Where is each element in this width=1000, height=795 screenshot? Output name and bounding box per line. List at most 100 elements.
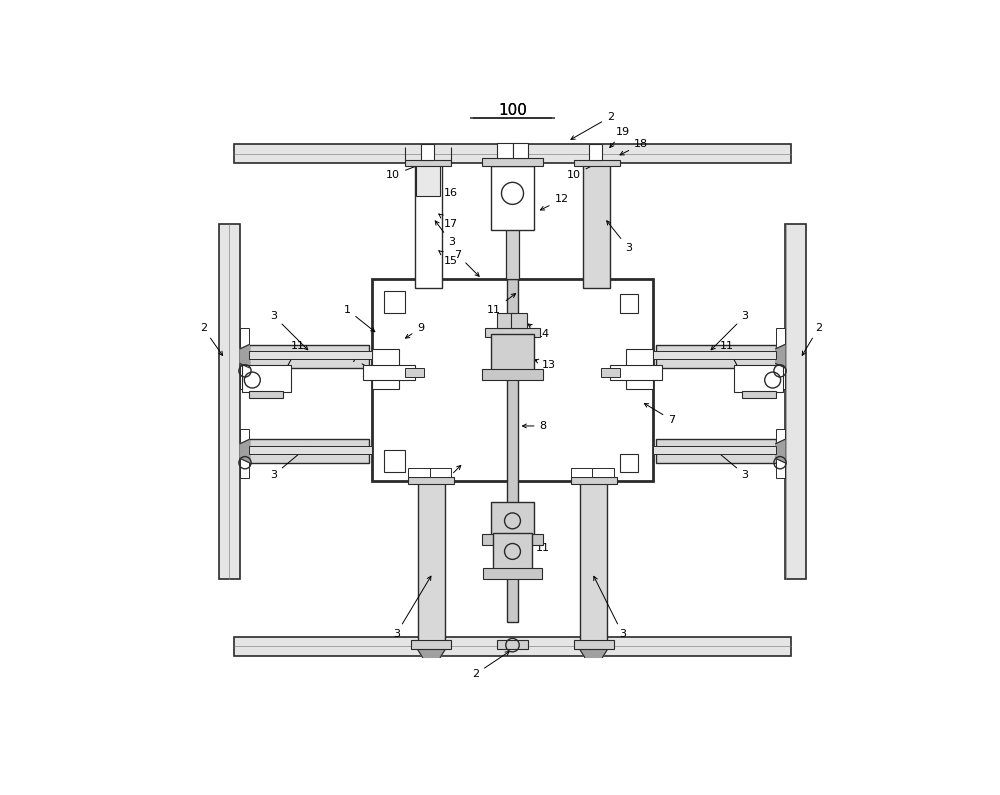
- Bar: [418, 478, 445, 650]
- Bar: [574, 640, 614, 650]
- Bar: [580, 478, 607, 650]
- Bar: [249, 344, 369, 368]
- Bar: [601, 368, 620, 377]
- Text: 1: 1: [344, 304, 375, 332]
- Bar: [240, 429, 249, 478]
- Bar: [482, 534, 543, 545]
- Text: 3: 3: [270, 447, 308, 480]
- Bar: [491, 334, 534, 370]
- Text: 7: 7: [350, 354, 381, 375]
- Bar: [511, 312, 527, 328]
- Bar: [219, 224, 240, 579]
- Bar: [405, 368, 424, 377]
- Bar: [411, 640, 451, 650]
- Bar: [574, 160, 620, 166]
- Text: 10: 10: [386, 161, 429, 180]
- Bar: [482, 369, 543, 380]
- Bar: [249, 351, 372, 359]
- Bar: [610, 365, 662, 380]
- Bar: [656, 344, 776, 368]
- Bar: [493, 533, 532, 570]
- Bar: [589, 145, 602, 160]
- Text: 2: 2: [472, 652, 509, 679]
- Bar: [491, 502, 534, 536]
- Bar: [240, 328, 249, 390]
- Polygon shape: [580, 650, 607, 657]
- Bar: [415, 163, 442, 289]
- Bar: [372, 350, 399, 390]
- Bar: [785, 224, 806, 579]
- Bar: [620, 453, 638, 472]
- Bar: [482, 158, 543, 166]
- Text: 3: 3: [270, 311, 308, 350]
- Bar: [497, 143, 513, 158]
- Text: 3: 3: [435, 221, 455, 247]
- Bar: [249, 391, 283, 398]
- Bar: [372, 279, 653, 481]
- Text: 17: 17: [439, 214, 458, 229]
- Text: 11: 11: [487, 293, 516, 315]
- Bar: [592, 467, 614, 477]
- Bar: [583, 163, 610, 289]
- Polygon shape: [240, 344, 249, 368]
- Polygon shape: [776, 344, 785, 368]
- Text: 7: 7: [442, 465, 461, 486]
- Bar: [653, 446, 776, 453]
- Text: 3: 3: [393, 576, 431, 639]
- Bar: [506, 160, 519, 279]
- Bar: [497, 312, 513, 328]
- Bar: [483, 568, 542, 579]
- Bar: [571, 477, 617, 484]
- Text: 3: 3: [607, 221, 632, 254]
- Bar: [653, 351, 776, 359]
- Bar: [512, 143, 528, 158]
- Text: 10: 10: [567, 161, 601, 180]
- Text: 2: 2: [200, 323, 223, 355]
- Bar: [620, 294, 638, 312]
- Bar: [491, 166, 534, 230]
- Bar: [384, 451, 405, 472]
- Text: 19: 19: [610, 127, 630, 148]
- Bar: [497, 640, 528, 650]
- Text: 14: 14: [528, 324, 550, 339]
- Text: 100: 100: [498, 103, 527, 118]
- Text: 11: 11: [521, 526, 550, 553]
- Text: 9: 9: [406, 323, 424, 338]
- Text: 18: 18: [620, 139, 648, 155]
- Polygon shape: [240, 440, 249, 463]
- Bar: [249, 446, 372, 453]
- Polygon shape: [418, 650, 445, 657]
- Text: 100: 100: [498, 103, 527, 118]
- Text: 16: 16: [436, 183, 458, 198]
- Bar: [363, 365, 415, 380]
- Polygon shape: [776, 440, 785, 463]
- Text: 3: 3: [711, 447, 749, 480]
- Bar: [626, 350, 653, 390]
- Bar: [734, 365, 783, 392]
- Bar: [776, 328, 785, 390]
- Bar: [776, 429, 785, 478]
- Bar: [507, 279, 518, 622]
- Bar: [742, 391, 776, 398]
- Bar: [571, 467, 592, 477]
- Bar: [234, 145, 791, 163]
- Bar: [408, 467, 430, 477]
- Bar: [421, 145, 434, 160]
- Bar: [408, 477, 454, 484]
- Text: 13: 13: [535, 359, 556, 370]
- Bar: [242, 365, 291, 392]
- Bar: [485, 328, 540, 337]
- Text: 2: 2: [802, 323, 822, 355]
- Text: 8: 8: [522, 421, 547, 431]
- Bar: [405, 160, 451, 166]
- Text: 3: 3: [711, 311, 749, 350]
- Text: 3: 3: [594, 576, 626, 639]
- Bar: [416, 163, 440, 196]
- Text: 11: 11: [720, 341, 743, 377]
- Bar: [234, 637, 791, 656]
- Text: 12: 12: [540, 195, 569, 210]
- Bar: [656, 440, 776, 463]
- Bar: [430, 467, 451, 477]
- Bar: [249, 440, 369, 463]
- Text: 15: 15: [439, 250, 458, 266]
